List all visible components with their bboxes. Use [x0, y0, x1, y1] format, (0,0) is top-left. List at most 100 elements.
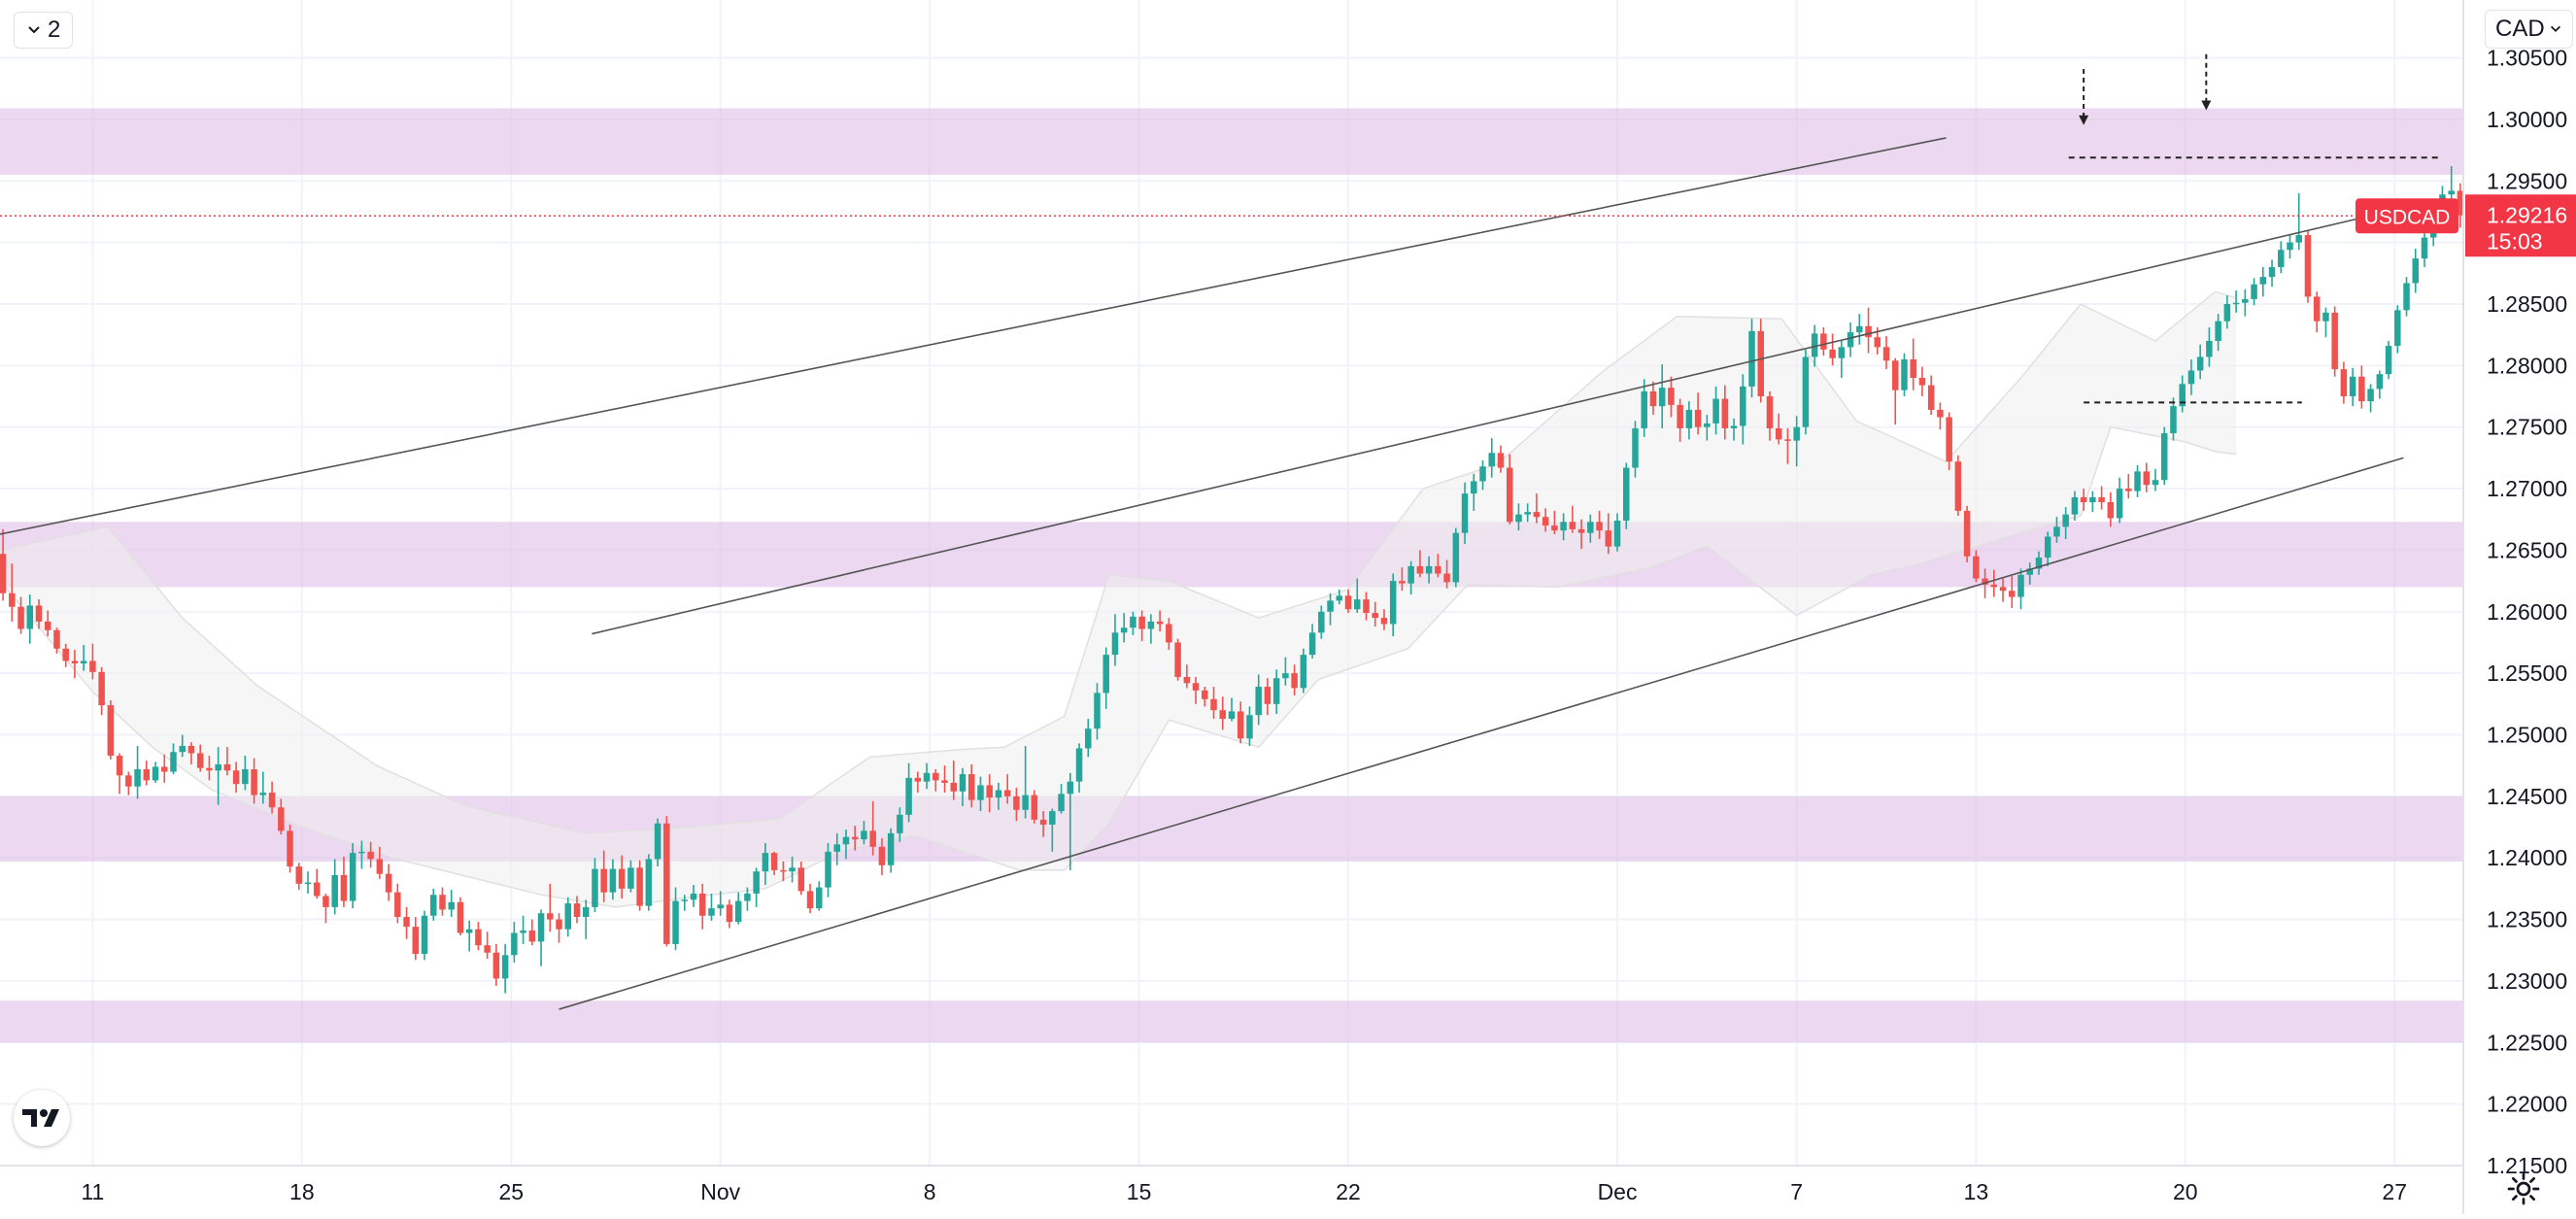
candle[interactable]	[897, 807, 903, 842]
candle[interactable]	[1569, 505, 1576, 533]
candle[interactable]	[1838, 341, 1846, 379]
candle[interactable]	[465, 920, 473, 952]
candle[interactable]	[654, 818, 661, 867]
candle[interactable]	[492, 943, 500, 986]
candle[interactable]	[950, 761, 958, 800]
candle[interactable]	[2242, 288, 2249, 317]
candle[interactable]	[1712, 386, 1719, 435]
candle[interactable]	[215, 747, 221, 805]
candle[interactable]	[223, 747, 231, 776]
candle[interactable]	[322, 893, 329, 924]
candle[interactable]	[1147, 614, 1155, 644]
candle[interactable]	[1246, 706, 1253, 746]
candle[interactable]	[2457, 183, 2464, 228]
candle[interactable]	[1461, 482, 1469, 545]
trendline[interactable]	[559, 457, 2404, 1010]
candle[interactable]	[367, 841, 374, 868]
candle[interactable]	[1632, 421, 1639, 478]
candle[interactable]	[2160, 426, 2168, 486]
candle[interactable]	[556, 913, 562, 943]
candle[interactable]	[618, 855, 626, 899]
candle[interactable]	[1694, 392, 1702, 435]
candle[interactable]	[1308, 624, 1316, 659]
candle[interactable]	[9, 563, 16, 622]
candle[interactable]	[2394, 305, 2401, 354]
candle[interactable]	[2358, 365, 2365, 409]
candle[interactable]	[825, 843, 831, 897]
candle[interactable]	[1452, 527, 1460, 588]
candle[interactable]	[2179, 375, 2186, 413]
candle[interactable]	[1973, 550, 1980, 583]
candle[interactable]	[1910, 338, 1916, 390]
settings-gear-icon[interactable]	[2506, 1171, 2541, 1206]
candle[interactable]	[475, 922, 482, 951]
candle[interactable]	[1605, 513, 1612, 555]
candle[interactable]	[295, 863, 303, 891]
candle[interactable]	[2268, 259, 2276, 288]
candle[interactable]	[609, 859, 617, 900]
candle[interactable]	[1120, 613, 1128, 643]
candle[interactable]	[1013, 787, 1020, 822]
candle[interactable]	[1272, 669, 1280, 714]
candle[interactable]	[2259, 266, 2267, 297]
trendline[interactable]	[0, 137, 1947, 535]
candle[interactable]	[1784, 427, 1791, 464]
candle[interactable]	[2206, 327, 2213, 367]
candle[interactable]	[923, 762, 931, 790]
candle[interactable]	[1111, 614, 1119, 666]
candle[interactable]	[1031, 790, 1038, 824]
layout-toggle-button[interactable]: 2	[14, 12, 74, 49]
candle[interactable]	[708, 893, 715, 921]
candle[interactable]	[89, 643, 96, 680]
candle[interactable]	[547, 883, 554, 932]
candle[interactable]	[1524, 503, 1531, 523]
candle[interactable]	[358, 840, 365, 869]
candle[interactable]	[717, 891, 724, 916]
candle[interactable]	[1067, 772, 1074, 870]
candle[interactable]	[349, 843, 356, 909]
candle[interactable]	[2295, 192, 2302, 251]
candle[interactable]	[1300, 648, 1307, 694]
candle[interactable]	[1658, 364, 1666, 428]
candle[interactable]	[887, 828, 895, 873]
candle[interactable]	[645, 854, 653, 911]
candle[interactable]	[251, 758, 257, 804]
candle[interactable]	[1416, 550, 1424, 578]
candle[interactable]	[1963, 505, 1971, 563]
candle[interactable]	[1435, 554, 1441, 578]
candle[interactable]	[582, 899, 590, 939]
candle[interactable]	[1793, 416, 1800, 467]
symbol-tag[interactable]	[2356, 198, 2458, 234]
candle[interactable]	[869, 800, 876, 856]
candle[interactable]	[806, 883, 814, 914]
candle[interactable]	[1497, 445, 1505, 473]
candle[interactable]	[448, 890, 455, 918]
candle[interactable]	[816, 881, 823, 911]
tradingview-logo-icon[interactable]	[14, 1090, 70, 1146]
candle[interactable]	[2322, 307, 2329, 338]
candle[interactable]	[125, 771, 132, 796]
candle[interactable]	[2017, 568, 2024, 610]
candle[interactable]	[2403, 277, 2410, 317]
candle[interactable]	[2215, 314, 2221, 352]
candle[interactable]	[1228, 697, 1236, 722]
candle[interactable]	[1075, 743, 1083, 794]
candle[interactable]	[196, 744, 204, 772]
candle[interactable]	[187, 742, 195, 764]
candle[interactable]	[2071, 491, 2079, 522]
candle[interactable]	[1891, 357, 1899, 425]
candle[interactable]	[385, 863, 392, 901]
candle[interactable]	[1443, 559, 1450, 589]
candle[interactable]	[2062, 507, 2069, 540]
candle[interactable]	[699, 883, 706, 930]
candle[interactable]	[672, 887, 679, 951]
candle[interactable]	[592, 858, 598, 912]
candle[interactable]	[573, 896, 581, 924]
candle[interactable]	[1882, 335, 1890, 370]
candle[interactable]	[1130, 611, 1136, 635]
candle[interactable]	[995, 782, 1002, 810]
candle[interactable]	[2223, 295, 2231, 329]
candle[interactable]	[905, 762, 912, 823]
